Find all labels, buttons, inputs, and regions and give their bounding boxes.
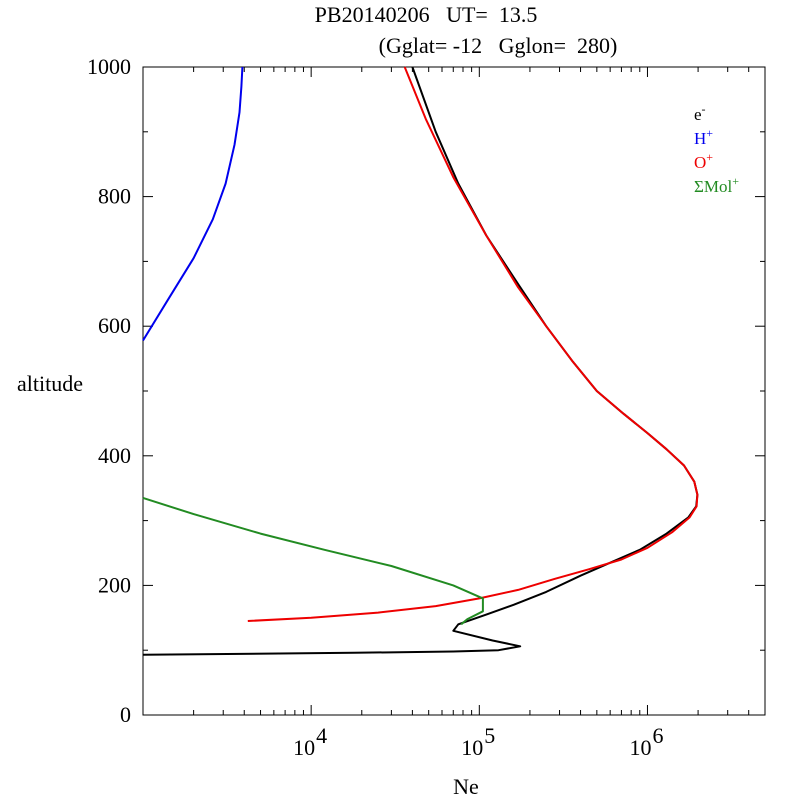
- y-axis-label: altitude: [17, 371, 83, 396]
- series-line-H: [142, 66, 244, 342]
- x-tick-label-base: 10: [461, 735, 483, 760]
- legend-entry: O+: [694, 150, 713, 172]
- series-line-Mol: [142, 496, 484, 626]
- plot-frame: [142, 66, 766, 716]
- x-tick-label-base: 10: [293, 735, 315, 760]
- x-tick-label-base: 10: [629, 735, 651, 760]
- x-tick-label: 10 4: [293, 723, 327, 760]
- legend: e-H+O+ΣMol+: [694, 102, 739, 196]
- x-tick-labels: 10 4 10 5 10 6: [293, 723, 663, 760]
- x-tick-label-exponent: 6: [652, 723, 663, 748]
- series-line-O: [247, 66, 699, 622]
- chart-title-line2: (Gglat= -12 Gglon= 280): [379, 33, 618, 58]
- x-tick-label-exponent: 4: [316, 723, 327, 748]
- chart-title-line1: PB20140206 UT= 13.5: [315, 2, 538, 27]
- axis-ticks: [142, 66, 766, 716]
- y-tick-label: 1000: [87, 54, 131, 79]
- y-tick-label: 600: [98, 313, 131, 338]
- x-axis-label: Ne: [453, 774, 479, 796]
- y-tick-label: 400: [98, 443, 131, 468]
- legend-entry: ΣMol+: [694, 174, 739, 196]
- y-tick-label: 200: [98, 572, 131, 597]
- y-tick-label: 800: [98, 184, 131, 209]
- series-line-e: [142, 66, 699, 656]
- series-lines: [142, 66, 699, 656]
- legend-entry: e-: [694, 102, 706, 124]
- x-tick-label: 10 6: [629, 723, 663, 760]
- y-tick-label: 0: [120, 702, 131, 727]
- x-tick-label-exponent: 5: [484, 723, 495, 748]
- y-tick-labels: 0 200 400 600 800 1000: [87, 54, 131, 727]
- legend-entry: H+: [694, 126, 713, 148]
- x-tick-label: 10 5: [461, 723, 495, 760]
